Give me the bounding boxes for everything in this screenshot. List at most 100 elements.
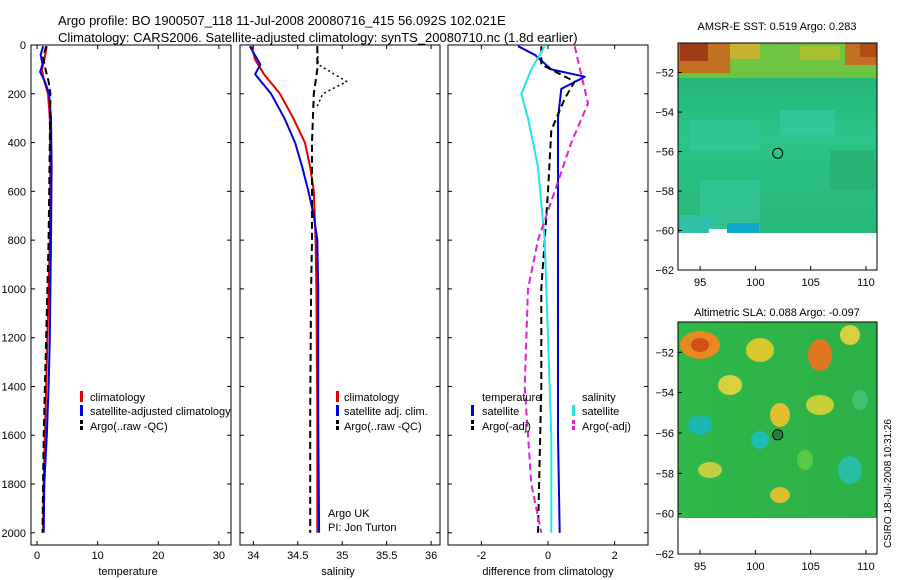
salinity-xlabel: salinity [321,566,355,578]
y-tick-label: 600 [8,186,26,198]
figure-title-line1: Argo profile: BO 1900507_118 11-Jul-2008… [58,13,506,28]
x-tick-label: 35.5 [376,550,397,562]
sst-map-panel: AMSR-E SST: 0.519 Argo: 0.283 95 100 105 11… [655,21,878,289]
legend-swatch-temperature-argo-lower [471,426,474,430]
series-line-salinity-argo-adj- [523,45,589,534]
map-x-tick-label: 95 [694,277,706,289]
sst-map-title: AMSR-E SST: 0.519 Argo: 0.283 [698,21,857,33]
legend-label-satellite-adj: satellite adj. clim. [344,406,428,418]
difference-xlabel: difference from climatology [482,566,614,578]
legend-swatch-salinity-satellite [572,405,575,416]
sst-map-white-gap [709,229,727,233]
salinity-panel: 34 34.5 35 35.5 36 salinity climatology sate… [239,44,441,578]
series-line-argo-raw-qc- [309,46,319,533]
series-line-salinity-satellite [520,45,553,533]
map-y-tick-label: −62 [655,549,674,561]
legend-swatch-argo-raw-lower [80,426,83,430]
salinity-legend: climatology satellite adj. clim. Argo(..… [336,391,428,433]
legend-label-salinity-argo: Argo(-adj) [582,421,631,433]
map-y-tick-label: −62 [655,265,674,277]
series-line-unnamed-3 [316,46,348,107]
map-y-tick-label: −60 [655,509,674,521]
legend-label-salinity-satellite: satellite [582,406,619,418]
y-tick-label: 1200 [2,333,26,345]
figure-title-line2: Climatology: CARS2006. Satellite-adjuste… [58,30,578,45]
map-y-tick-label: −52 [655,347,674,359]
x-tick-label: 30 [213,550,225,562]
legend-swatch-argo-raw [336,420,339,424]
map-x-tick-label: 100 [746,561,764,573]
y-tick-label: 1800 [2,479,26,491]
map-y-tick-label: −58 [655,468,674,480]
x-tick-label: 34 [247,550,259,562]
legend-group-temperature: temperature [482,392,541,404]
series-line-argo-raw-qc- [41,45,52,533]
legend-group-salinity: salinity [582,392,616,404]
legend-label-temperature-satellite: satellite [482,406,519,418]
sla-map-no-data [678,518,877,554]
side-credit: CSIRO 18-Jul-2008 10:31:26 [883,419,894,548]
legend-swatch-satellite-adjusted [80,405,83,416]
legend-label-argo-raw: Argo(..raw -QC) [90,421,168,433]
x-tick-label: 10 [92,550,104,562]
y-tick-label: 200 [8,89,26,101]
series-line-climatology [40,46,52,533]
argo-program-label: Argo UK [328,508,370,520]
x-tick-label: 34.5 [287,550,308,562]
legend-swatch-temperature-satellite [471,405,474,416]
x-tick-label: 20 [152,550,164,562]
sla-map-field [678,322,877,518]
sla-map-frame [677,321,878,555]
series-line-temperature-argo-adj- [537,46,576,533]
legend-swatch-climatology [336,391,339,402]
legend-swatch-argo-raw-lower [336,426,339,430]
y-tick-label: 1400 [2,381,26,393]
y-tick-label: 1000 [2,284,26,296]
salinity-plot-frame [239,44,441,546]
temperature-legend: climatology satellite-adjusted climatolo… [80,391,231,433]
series-line-satellite-adj-clim- [248,45,321,533]
legend-label-climatology: climatology [344,392,400,404]
legend-swatch-salinity-argo-lower [572,426,575,430]
legend-label-satellite-adjusted: satellite-adjusted climatology [90,406,231,418]
legend-label-temperature-argo: Argo(-adj) [482,421,531,433]
sla-argo-location-fill [773,430,782,439]
series-line-climatology [250,45,319,533]
argo-pi-label: PI: Jon Turton [328,522,396,534]
y-tick-label: 0 [20,40,26,52]
difference-panel: -2 0 2 difference from climatology tempera… [447,44,649,578]
series-line-satellite-adjusted-climatology [39,45,53,533]
series-line-temperature-satellite [517,45,586,533]
sst-map-frame [677,42,878,271]
sla-map-title: Altimetric SLA: 0.088 Argo: -0.097 [694,307,860,319]
map-y-tick-label: −56 [655,428,674,440]
map-x-tick-label: 110 [857,561,875,573]
map-y-tick-label: −54 [655,107,674,119]
map-x-tick-label: 105 [801,561,819,573]
legend-label-climatology: climatology [90,392,146,404]
sst-map-field [678,43,877,233]
map-y-tick-label: −52 [655,68,674,80]
x-tick-label: 35 [336,550,348,562]
legend-swatch-satellite-adj [336,405,339,416]
legend-label-argo-raw: Argo(..raw -QC) [344,421,422,433]
map-x-tick-label: 105 [801,277,819,289]
x-tick-label: 2 [612,550,618,562]
temperature-xlabel: temperature [98,566,157,578]
temperature-panel: 0 10 20 30 0 200 400 600 800 1000 1200 1400 1600 1800… [2,40,232,578]
x-tick-label: -2 [476,550,486,562]
sst-argo-location-marker [772,147,784,159]
temperature-plot-frame [30,44,232,546]
map-y-tick-label: −60 [655,226,674,238]
x-tick-label: 36 [425,550,437,562]
sla-map-panel: Altimetric SLA: 0.088 Argo: -0.097 95 100… [655,307,878,573]
legend-swatch-climatology [80,391,83,402]
difference-legend: temperature satellite Argo(-adj) salinit… [471,392,631,433]
sst-map-no-data [678,233,877,270]
map-y-tick-label: −56 [655,147,674,159]
y-tick-label: 400 [8,138,26,150]
legend-swatch-temperature-argo [471,420,474,424]
map-x-tick-label: 110 [857,277,875,289]
legend-swatch-salinity-argo [572,420,575,424]
